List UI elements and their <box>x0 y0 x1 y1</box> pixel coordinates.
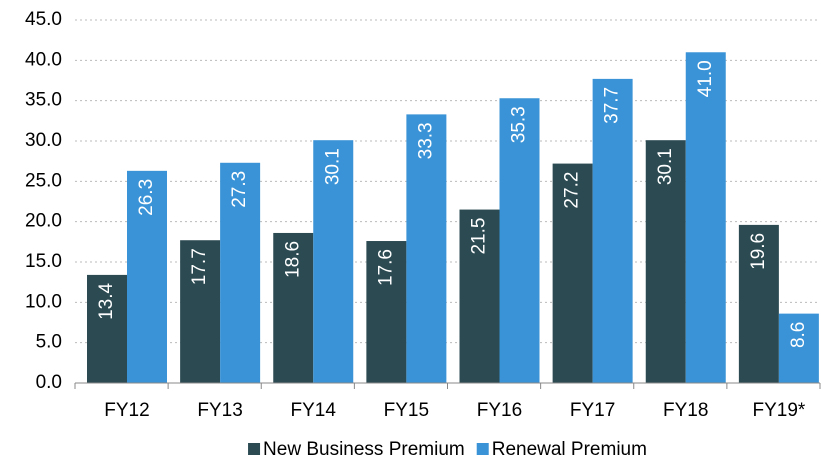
legend-label: New Business Premium <box>263 439 465 460</box>
bar <box>273 232 314 383</box>
bar <box>552 163 593 383</box>
bar <box>499 98 540 383</box>
bar <box>220 162 261 383</box>
y-tick-label: 30.0 <box>25 130 62 151</box>
bar <box>180 240 221 383</box>
value-label: 19.6 <box>748 233 769 270</box>
x-tick-label: FY16 <box>477 400 522 421</box>
x-tick-label: FY12 <box>104 400 149 421</box>
value-label: 17.7 <box>189 248 210 285</box>
legend: New Business Premium Renewal Premium <box>248 439 647 460</box>
bar <box>685 52 726 384</box>
bar <box>406 114 447 383</box>
bar <box>87 274 127 383</box>
value-label: 33.3 <box>415 122 436 159</box>
y-tick-label: 15.0 <box>25 251 62 272</box>
bar <box>127 170 167 383</box>
value-label: 13.4 <box>96 282 117 319</box>
value-label: 37.7 <box>602 87 623 124</box>
y-tick-label: 20.0 <box>25 211 62 232</box>
value-label: 30.1 <box>655 148 676 185</box>
bar <box>366 241 407 383</box>
legend-swatch <box>248 443 261 455</box>
bar <box>738 224 779 383</box>
bar <box>313 140 354 383</box>
value-label: 27.3 <box>229 171 250 208</box>
value-label: 18.6 <box>282 241 303 278</box>
legend-label: Renewal Premium <box>492 439 647 460</box>
y-tick-label: 45.0 <box>25 9 62 30</box>
bar <box>645 140 686 383</box>
y-tick-label: 35.0 <box>25 90 62 111</box>
y-tick-label: 40.0 <box>25 49 62 70</box>
legend-swatch <box>476 443 489 455</box>
y-tick-label: 10.0 <box>25 291 62 312</box>
bar <box>778 313 819 383</box>
value-label: 17.6 <box>375 249 396 286</box>
value-label: 26.3 <box>136 179 157 216</box>
value-label: 8.6 <box>788 322 809 348</box>
y-tick-label: 5.0 <box>36 332 62 353</box>
y-tick-label: 0.0 <box>36 372 62 393</box>
x-tick-label: FY14 <box>291 400 337 421</box>
value-label: 35.3 <box>509 106 530 143</box>
value-label: 27.2 <box>562 172 583 209</box>
x-tick-label: FY15 <box>384 400 429 421</box>
value-label: 21.5 <box>469 218 490 255</box>
x-tick-label: FY17 <box>570 400 615 421</box>
bar <box>459 209 500 383</box>
y-tick-label: 25.0 <box>25 170 62 191</box>
x-tick-label: FY13 <box>197 400 242 421</box>
x-tick-label: FY18 <box>663 400 708 421</box>
value-label: 30.1 <box>322 148 343 185</box>
value-label: 41.0 <box>695 60 716 97</box>
bar <box>592 78 633 384</box>
x-tick-label: FY19* <box>752 400 805 421</box>
